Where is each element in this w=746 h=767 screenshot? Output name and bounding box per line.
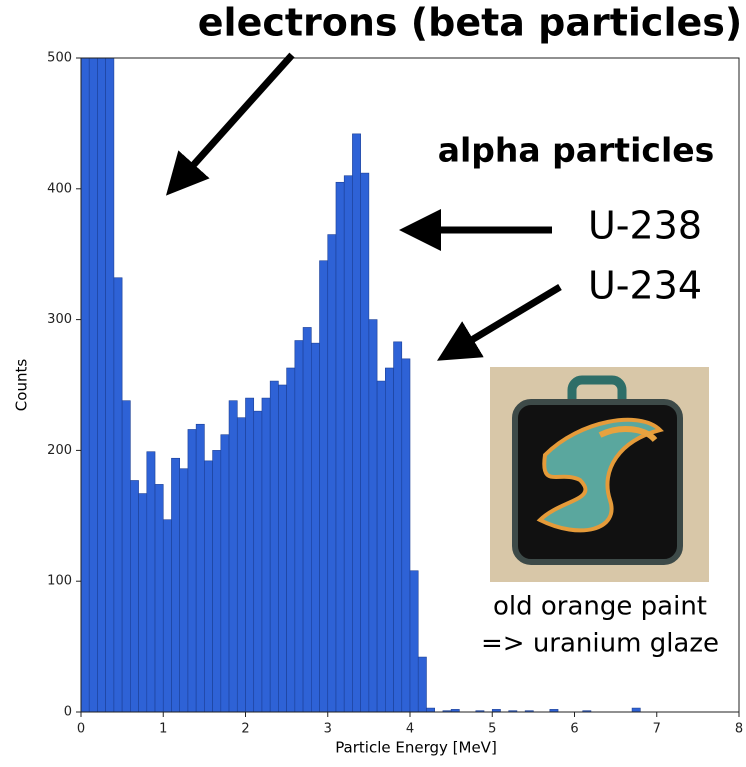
annotation-u234: U-234 [588,264,702,308]
bar [121,400,131,713]
bar [393,341,403,713]
bar [368,319,378,713]
bar [401,358,411,713]
bar [195,423,205,713]
y-tick-label: 200 [47,443,72,458]
pendant-photo [490,367,709,582]
bar [352,133,361,713]
bar [212,450,222,713]
x-axis-label: Particle Energy [MeV] [335,739,497,757]
bar [343,175,353,713]
bar [80,57,90,713]
bar [269,380,279,713]
y-axis-label: Counts [13,359,31,412]
axes-frame [80,57,740,713]
bar [261,397,271,713]
x-tick-label: 8 [735,722,743,737]
x-tick-label: 2 [241,722,249,737]
x-tick-label: 1 [159,722,167,737]
bar [417,656,427,713]
bar [130,480,139,713]
bar [105,57,115,713]
y-tick-label: 300 [47,312,72,327]
bar [253,410,263,713]
bar [146,451,156,713]
annotation-alpha: alpha particles [438,131,715,170]
bar [327,234,337,713]
bar [286,367,296,713]
bar [278,384,287,713]
x-tick-label: 0 [77,722,85,737]
plot-area: 0 100 200 300 400 500 0 1 2 3 4 5 6 7 8 [47,51,743,737]
bar [385,367,394,713]
y-tick-label: 500 [47,51,72,66]
bar [187,429,197,713]
arrow [436,283,562,361]
x-tick-label: 5 [488,722,496,737]
x-tick-label: 4 [406,722,414,737]
bar [220,434,230,713]
bar [162,519,172,713]
y-tick-label: 0 [64,705,72,720]
bar [294,340,304,713]
bar [631,707,641,713]
x-tick-label: 7 [653,722,661,737]
annotation-u238: U-238 [588,204,702,248]
annotation-electrons: electrons (beta particles) [198,1,742,45]
bar [179,468,189,713]
x-tick-label: 6 [570,722,578,737]
bar [154,484,164,713]
bar [302,327,312,713]
bar [376,380,386,713]
bar [88,57,98,713]
y-tick-label: 400 [47,181,72,196]
x-tick-label: 3 [324,722,332,737]
bar [228,400,238,713]
arrow [165,52,295,196]
bar [409,570,419,713]
bar [245,397,255,713]
bar [204,460,213,713]
caption-line: old orange paint [493,592,707,622]
caption-line: => uranium glaze [481,629,719,659]
bar [113,277,123,713]
bar [319,260,329,713]
y-tick-label: 100 [47,574,72,589]
bar [138,493,148,713]
bar [426,707,435,713]
bar [360,172,370,713]
bar [97,57,106,713]
bar [171,457,181,713]
bar [236,417,246,713]
arrows [165,52,562,361]
bar [310,342,320,713]
bar [335,181,345,713]
